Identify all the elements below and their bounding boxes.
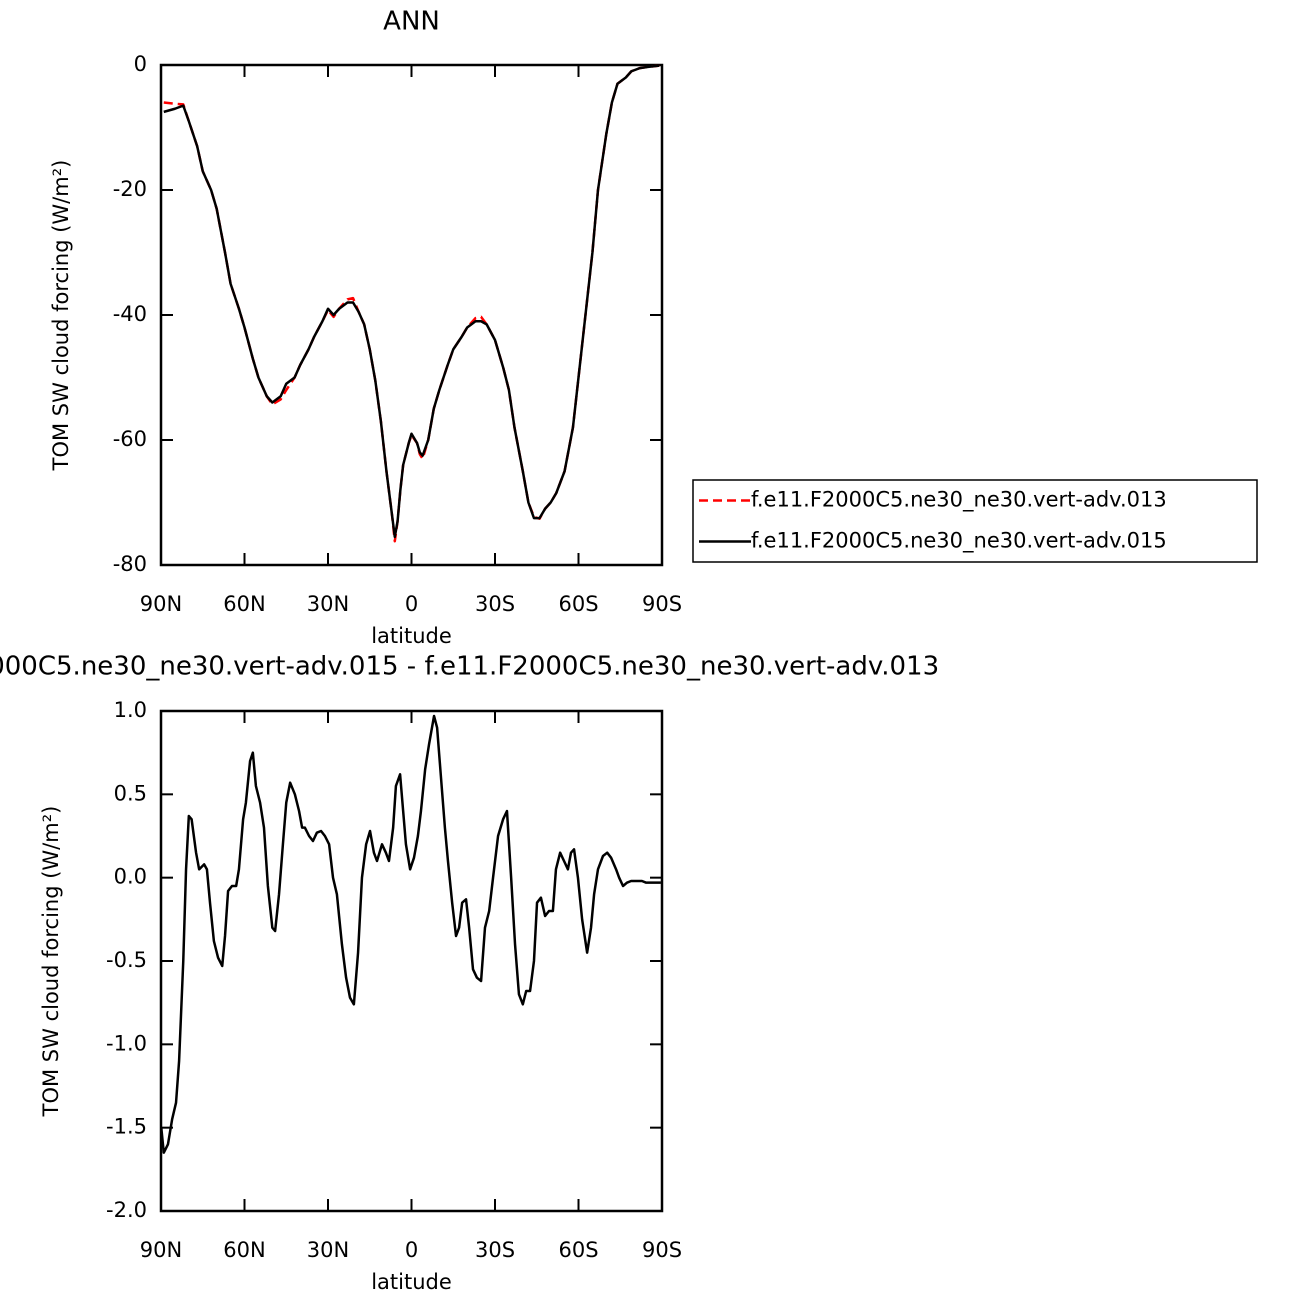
legend-label: f.e11.F2000C5.ne30_ne30.vert-adv.013 <box>751 488 1167 513</box>
x-tick-label: 90S <box>642 592 682 616</box>
y-tick-label: -40 <box>113 302 147 326</box>
x-tick-label: 30N <box>307 1238 349 1262</box>
x-tick-label: 90N <box>140 1238 182 1262</box>
x-tick-label: 60S <box>558 592 598 616</box>
y-tick-label: -20 <box>113 177 147 201</box>
y-tick-label: 1.0 <box>114 698 147 722</box>
data-line <box>163 64 660 539</box>
chart-title: f.e11.F2000C5.ne30_ne30.vert-adv.015 - f… <box>0 652 939 682</box>
x-tick-label: 60S <box>558 1238 598 1262</box>
plot-frame <box>159 63 664 567</box>
x-tick-label: 90S <box>642 1238 682 1262</box>
x-axis-label: latitude <box>371 1270 452 1294</box>
x-tick-label: 30S <box>475 592 515 616</box>
legend-label: f.e11.F2000C5.ne30_ne30.vert-adv.015 <box>751 529 1167 554</box>
x-tick-label: 30N <box>307 592 349 616</box>
y-tick-label: -80 <box>113 552 147 576</box>
x-axis-label: latitude <box>371 624 452 648</box>
plot-frame <box>159 709 664 1213</box>
y-tick-label: -60 <box>113 427 147 451</box>
y-tick-label: -1.5 <box>106 1115 147 1139</box>
y-tick-label: 0.0 <box>114 865 147 889</box>
legend-box <box>692 479 1258 563</box>
y-tick-label: 0.5 <box>114 781 147 805</box>
x-tick-label: 0 <box>405 592 418 616</box>
y-tick-label: -2.0 <box>106 1198 147 1222</box>
y-axis-label: TOM SW cloud forcing (W/m²) <box>39 806 63 1118</box>
x-tick-label: 60N <box>223 592 265 616</box>
x-tick-label: 90N <box>140 592 182 616</box>
y-tick-label: 0 <box>134 52 147 76</box>
y-tick-label: -1.0 <box>106 1031 147 1055</box>
x-tick-label: 0 <box>405 1238 418 1262</box>
y-axis-label: TOM SW cloud forcing (W/m²) <box>49 160 73 472</box>
x-tick-label: 30S <box>475 1238 515 1262</box>
chart-title: ANN <box>383 7 440 37</box>
y-tick-label: -0.5 <box>106 948 147 972</box>
x-tick-label: 60N <box>223 1238 265 1262</box>
data-line <box>160 714 661 1154</box>
